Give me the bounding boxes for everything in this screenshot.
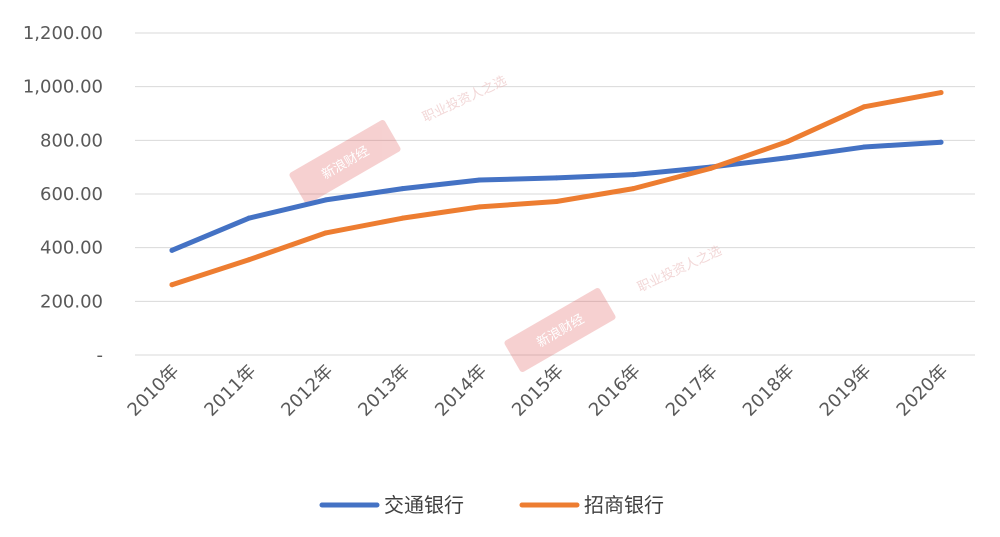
y-tick-label: 1,000.00 [23, 77, 103, 98]
x-tick-label: 2015年 [508, 361, 568, 421]
data-point [938, 90, 944, 96]
series-line-1 [169, 139, 944, 253]
y-tick-label: 200.00 [40, 291, 103, 312]
watermark-stamp: 新浪财经 [504, 288, 616, 372]
legend-item: 招商银行 [519, 493, 664, 517]
legend-label: 交通银行 [384, 493, 464, 517]
x-tick-label: 2014年 [431, 361, 491, 421]
data-point [861, 144, 867, 150]
x-tick-label: 2019年 [816, 361, 876, 421]
data-point [169, 247, 175, 253]
data-point [630, 172, 636, 178]
legend-item: 交通银行 [319, 493, 464, 517]
data-point [938, 139, 944, 145]
legend: 交通银行 招商银行 [319, 493, 664, 517]
y-tick-label: 600.00 [40, 184, 103, 205]
data-point [323, 230, 329, 236]
data-point [554, 199, 559, 205]
data-point [169, 282, 175, 288]
data-point [861, 104, 867, 110]
x-tick-label: 2017年 [662, 361, 722, 421]
watermark-stamp-box [289, 120, 401, 204]
series-lines [169, 90, 944, 288]
data-point [477, 177, 483, 183]
x-tick-label: 2020年 [893, 361, 953, 421]
x-axis-ticks: 2010年 2011年 2012年 2013年 2014年 2015年 2016年 2017年… [124, 361, 953, 421]
y-tick-label: 1,200.00 [23, 23, 103, 44]
watermark-text: 职业投资人之选 [420, 73, 509, 126]
data-point [784, 139, 790, 145]
y-tick-label: 800.00 [40, 130, 103, 151]
data-point [246, 215, 252, 221]
data-point [630, 186, 636, 192]
gridlines [135, 32, 975, 356]
y-tick-label: 400.00 [40, 238, 103, 259]
series-line-2 [169, 90, 944, 288]
data-point [707, 166, 713, 172]
data-point [400, 186, 406, 192]
x-tick-label: 2018年 [739, 361, 799, 421]
x-tick-label: 2010年 [124, 361, 184, 421]
data-point [246, 257, 252, 263]
watermark-text: 职业投资人之选 [635, 243, 724, 296]
watermark-stamp-box [504, 288, 616, 372]
y-axis-ticks: - 200.00 400.00 600.00 800.00 1,000.00 1,200.0… [23, 23, 103, 366]
data-point [477, 204, 483, 210]
legend-label: 招商银行 [584, 493, 664, 517]
data-point [554, 175, 559, 181]
watermark-caption: 职业投资人之选 [635, 243, 724, 296]
x-tick-label: 2013年 [354, 361, 414, 421]
y-tick-label: - [97, 345, 104, 366]
watermark-caption: 职业投资人之选 [420, 73, 509, 126]
x-tick-label: 2012年 [277, 361, 337, 421]
data-point [784, 155, 790, 161]
x-tick-label: 2016年 [585, 361, 645, 421]
data-point [323, 197, 329, 203]
x-tick-label: 2011年 [200, 361, 260, 421]
data-point [400, 215, 406, 221]
